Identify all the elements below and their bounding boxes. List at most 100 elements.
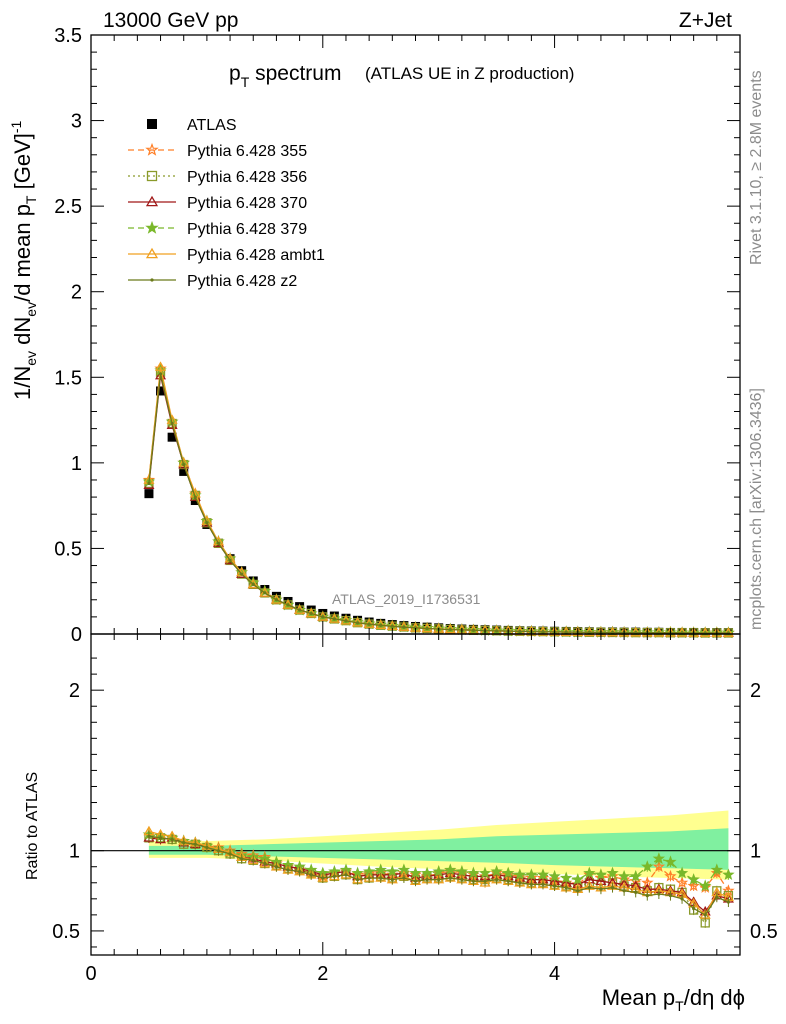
ratio-point <box>332 874 336 878</box>
ratio-series-pythia-6-428-z2 <box>147 831 731 920</box>
ratio-point <box>506 879 510 883</box>
data-point <box>147 481 151 485</box>
legend-entry: Pythia 6.428 379 <box>128 220 307 238</box>
ratio-point <box>374 863 387 876</box>
ratio-point <box>571 873 584 885</box>
data-point <box>179 466 189 476</box>
ratio-point <box>193 842 197 846</box>
header-left: 13000 GeV pp <box>103 9 238 32</box>
data-point <box>228 558 232 563</box>
data-point <box>240 572 244 576</box>
ratio-point <box>594 868 608 880</box>
ratio-point <box>622 889 626 893</box>
ratio-y-tick-label: 2 <box>69 680 80 702</box>
ratio-point <box>599 887 603 891</box>
ratio-y-tick-label: 0.5 <box>52 921 80 943</box>
ratio-point <box>657 892 661 896</box>
legend-marker <box>145 247 159 259</box>
data-point <box>355 621 360 625</box>
ratio-point <box>652 852 666 865</box>
ratio-point <box>298 869 302 874</box>
data-point <box>158 372 163 376</box>
ratio-point <box>251 858 255 862</box>
ratio-point <box>525 868 538 880</box>
ratio-point <box>205 845 209 850</box>
ratio-point <box>715 895 719 899</box>
ratio-point <box>664 869 677 882</box>
ratio-band-inner <box>148 828 729 870</box>
ylabel-p1: 1/N <box>10 366 35 400</box>
ratio-point <box>182 841 186 845</box>
ratio-point <box>675 866 689 879</box>
ratio-point <box>216 849 221 853</box>
ratio-point <box>483 879 487 883</box>
ratio-point <box>529 882 533 886</box>
mcplots-label: mcplots.cern.ch [arXiv:1306.3436] <box>748 388 765 630</box>
data-point <box>379 623 383 627</box>
ratio-point <box>576 889 580 893</box>
ylabel-sub2: ev <box>23 302 39 317</box>
data-point <box>298 608 302 612</box>
data-point <box>321 615 325 619</box>
ratio-point <box>587 885 591 890</box>
ylabel-p2: dN <box>10 317 35 351</box>
ratio-point <box>687 873 700 885</box>
ratio-point <box>726 900 731 904</box>
legend-marker <box>150 278 154 282</box>
data-point <box>247 578 259 589</box>
data-point <box>156 386 166 396</box>
ratio-point <box>379 876 383 880</box>
legend-entry: Pythia 6.428 z2 <box>128 273 297 290</box>
x-tick-label: 2 <box>317 963 328 985</box>
ratio-point <box>668 894 673 898</box>
data-point <box>182 462 186 467</box>
ratio-point <box>455 864 468 877</box>
main-y-tick-label: 3.5 <box>54 25 82 47</box>
ratio-point <box>467 866 480 879</box>
ratio-point <box>471 879 476 883</box>
data-point <box>471 628 476 632</box>
legend-entry: Pythia 6.428 ambt1 <box>128 247 325 264</box>
data-point <box>402 625 406 629</box>
data-point <box>413 626 418 630</box>
ratio-point <box>495 877 499 882</box>
chart-title-note: (ATLAS UE in Z production) <box>365 64 574 83</box>
ratio-point <box>564 885 568 890</box>
ratio-point <box>536 868 550 880</box>
ratio-point <box>606 866 619 879</box>
ratio-point <box>390 877 394 882</box>
data-point <box>518 629 522 634</box>
ratio-point <box>309 873 313 877</box>
ylabel-sup: -1 <box>8 120 24 133</box>
ratio-point <box>478 866 492 879</box>
data-point <box>344 619 348 623</box>
ratio-y-tick-label: 1 <box>69 841 80 863</box>
legend-marker <box>145 220 159 234</box>
data-point <box>367 622 371 626</box>
legend-marker <box>145 142 159 156</box>
ratio-point <box>444 863 457 876</box>
x-axis-label: Mean pT/dη dϕ <box>602 985 745 1014</box>
legend-label: Pythia 6.428 355 <box>187 143 307 160</box>
legend-entry: Pythia 6.428 356 <box>128 169 307 186</box>
main-y-tick-label: 2.5 <box>54 196 82 218</box>
title-sub: T <box>241 74 250 90</box>
analysis-label: ATLAS_2019_I1736531 <box>332 591 481 607</box>
ratio-point <box>448 876 452 880</box>
ratio-point <box>437 877 441 882</box>
data-point <box>610 630 615 635</box>
ratio-point <box>409 866 422 879</box>
ratio-point <box>147 834 151 838</box>
data-point <box>155 361 167 371</box>
legend-label: Pythia 6.428 370 <box>187 195 307 212</box>
ratio-y-tick-label-right: 2 <box>750 680 761 702</box>
legend-label: ATLAS <box>187 117 237 134</box>
ratio-point <box>344 873 348 877</box>
ratio-point <box>460 877 464 882</box>
ratio-point <box>158 836 163 840</box>
data-point <box>587 630 591 634</box>
ratio-point <box>541 882 545 886</box>
legend-entry: Pythia 6.428 355 <box>128 142 307 160</box>
ratio-point <box>664 855 677 868</box>
